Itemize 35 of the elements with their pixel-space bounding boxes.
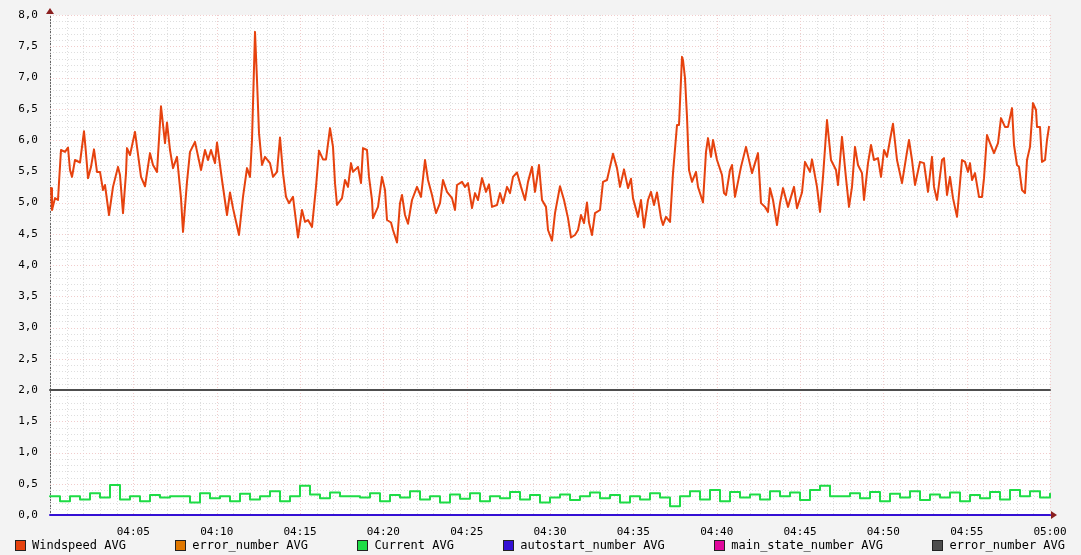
legend-label: error_number AVG (949, 538, 1065, 552)
x-tick-label: 05:00 (1033, 525, 1067, 539)
x-tick-label: 04:30 (533, 525, 567, 539)
y-tick-label: 3,5 (18, 289, 38, 303)
y-tick-label: 1,5 (18, 414, 38, 428)
y-tick-label: 5,5 (18, 164, 38, 178)
y-tick-label: 0,5 (18, 476, 38, 490)
y-tick-label: 7,0 (18, 70, 38, 84)
x-tick-label: 04:15 (283, 525, 317, 539)
x-tick-label: 04:25 (450, 525, 484, 539)
y-tick-label: 6,0 (18, 132, 38, 146)
y-tick-label: 1,0 (18, 445, 38, 459)
y-tick-label: 0,0 (18, 507, 38, 521)
x-tick-label: 04:50 (866, 525, 900, 539)
legend-label: autostart_number AVG (520, 538, 665, 552)
legend-label: Windspeed AVG (32, 538, 126, 552)
y-tick-label: 4,0 (18, 257, 38, 271)
y-tick-label: 6,5 (18, 101, 38, 115)
y-tick-label: 2,5 (18, 351, 38, 365)
x-tick-label: 04:40 (700, 525, 734, 539)
y-tick-label: 3,0 (18, 320, 38, 334)
y-tick-label: 7,5 (18, 39, 38, 53)
y-tick-label: 8,0 (18, 7, 38, 21)
y-tick-label: 5,0 (18, 195, 38, 209)
legend-label: Current AVG (374, 538, 454, 552)
x-tick-label: 04:05 (116, 525, 150, 539)
x-tick-label: 04:20 (366, 525, 400, 539)
legend-label: error_number AVG (192, 538, 308, 552)
y-tick-label: 2,0 (18, 382, 38, 396)
y-tick-label: 4,5 (18, 226, 38, 240)
x-tick-label: 04:35 (616, 525, 650, 539)
legend-label: main_state_number AVG (731, 538, 883, 552)
x-tick-label: 04:10 (200, 525, 234, 539)
x-tick-label: 04:45 (783, 525, 817, 539)
x-tick-label: 04:55 (950, 525, 984, 539)
